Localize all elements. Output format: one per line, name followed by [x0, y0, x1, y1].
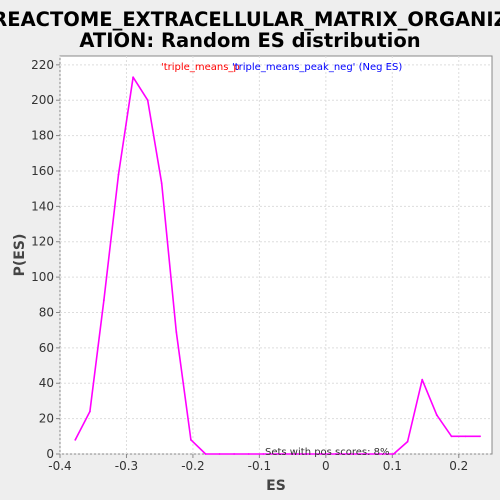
data-point	[450, 435, 453, 438]
x-tick-label: 0	[322, 459, 330, 473]
series-group	[74, 76, 481, 455]
data-point	[392, 453, 395, 455]
y-tick-label: 220	[31, 58, 54, 72]
data-point	[233, 453, 236, 455]
y-tick-label: 0	[46, 447, 54, 461]
y-tick-label: 160	[31, 164, 54, 178]
data-point	[262, 453, 265, 455]
y-tick-label: 100	[31, 270, 54, 284]
plot-area	[59, 55, 493, 455]
data-point	[334, 453, 337, 455]
x-tick-label: -0.3	[115, 459, 138, 473]
data-point	[406, 440, 409, 443]
data-point	[363, 453, 366, 455]
data-point	[247, 453, 250, 455]
chart-title-line2: ATION: Random ES distribution	[79, 29, 420, 52]
y-tick-label: 80	[39, 305, 54, 319]
y-tick-label: 20	[39, 412, 54, 426]
data-point	[160, 182, 163, 185]
data-point	[320, 453, 323, 455]
data-point	[117, 173, 120, 176]
y-tick-label: 200	[31, 93, 54, 107]
data-point	[421, 378, 424, 381]
grid	[59, 56, 492, 455]
data-point	[218, 453, 221, 455]
y-axis-ticks: 0 20 40 60 80 100 120 140 160 180 200 220	[31, 58, 60, 461]
x-tick-label: 0.1	[383, 459, 402, 473]
y-tick-label: 60	[39, 341, 54, 355]
data-point	[146, 99, 149, 102]
y-tick-label: 180	[31, 129, 54, 143]
legend-entry-2: 'triple_means_peak_neg' (Neg ES)	[232, 62, 402, 73]
data-point	[435, 414, 438, 416]
x-tick-label: -0.4	[48, 459, 71, 473]
legend-entry-1: 'triple_means_p	[161, 62, 240, 73]
y-axis-label: P(ES)	[12, 234, 28, 277]
data-point	[479, 435, 481, 438]
data-point	[277, 453, 279, 455]
data-point	[204, 453, 207, 455]
data-point	[74, 438, 77, 441]
data-point	[89, 410, 91, 413]
data-point	[132, 76, 135, 79]
x-tick-label: -0.2	[181, 459, 204, 473]
x-tick-label: -0.1	[248, 459, 271, 473]
y-tick-label: 40	[39, 376, 54, 390]
x-axis-label: ES	[266, 478, 286, 494]
y-tick-label: 140	[31, 199, 54, 213]
x-axis-ticks: -0.4 -0.3 -0.2 -0.1 0 0.1 0.2	[48, 454, 468, 473]
x-tick-label: 0.2	[449, 459, 468, 473]
data-point	[102, 299, 105, 302]
data-point	[348, 453, 351, 455]
chart-title-line1: REACTOME_EXTRACELLULAR_MATRIX_ORGANIZ	[0, 8, 500, 31]
y-tick-label: 120	[31, 235, 54, 249]
data-point	[464, 435, 467, 438]
data-point	[378, 453, 380, 455]
annotation-pos-scores: Sets with pos scores: 8%	[265, 447, 390, 458]
data-point	[305, 453, 308, 455]
data-point	[291, 453, 293, 455]
data-point	[190, 438, 192, 441]
data-point	[175, 331, 178, 333]
